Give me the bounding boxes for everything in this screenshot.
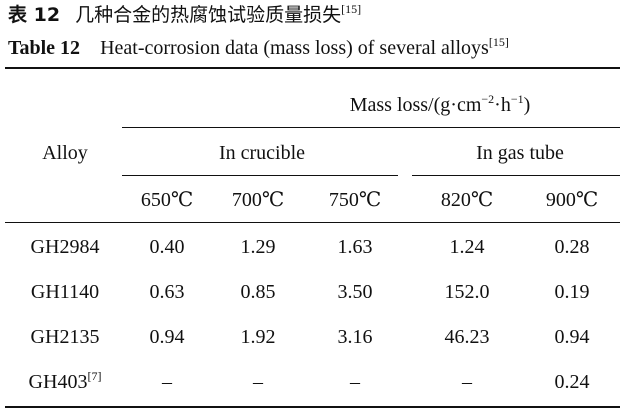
value-cell: 0.24 [554, 371, 590, 393]
value-cell: 0.28 [554, 236, 590, 258]
caption-cn-ref: [15] [341, 2, 362, 16]
value-cell: 0.63 [149, 281, 185, 303]
top-rule [5, 67, 620, 69]
temp-820: 820℃ [440, 189, 494, 211]
value-cell: 0.85 [240, 281, 276, 303]
value-cell: – [350, 371, 360, 393]
caption-en-ref: [15] [488, 35, 509, 49]
value-cell: 0.94 [149, 326, 185, 348]
alloy-name: GH1140 [30, 281, 100, 303]
temp-900: 900℃ [545, 189, 599, 211]
caption-en: Table 12 Heat-corrosion data (mass loss)… [8, 36, 509, 60]
alloy-name: GH2135 [30, 326, 100, 348]
gas-tube-rule [412, 175, 620, 176]
caption-cn-text: 几种合金的热腐蚀试验质量损失 [75, 4, 342, 26]
alloy-cell: GH403[7] [29, 370, 102, 394]
mass-loss-end: ) [523, 94, 531, 116]
caption-cn: 表 12 几种合金的热腐蚀试验质量损失[15] [8, 3, 361, 27]
value-cell: 1.92 [240, 326, 276, 348]
alloy-cell: GH1140 [31, 280, 99, 304]
temp-700: 700℃ [231, 189, 285, 211]
value-cell: – [462, 371, 472, 393]
header-rule [5, 222, 620, 223]
mass-loss-mid: ·h [494, 94, 511, 116]
mass-loss-exp1: −2 [481, 92, 495, 106]
value-cell: 0.19 [554, 281, 590, 303]
value-cell: 1.24 [449, 236, 485, 258]
alloy-cell: GH2984 [31, 235, 100, 259]
alloy-name: GH403 [28, 371, 88, 393]
mass-loss-text: Mass loss/(g·cm [349, 94, 482, 116]
alloy-ref: [7] [87, 369, 102, 383]
value-cell: 1.29 [240, 236, 276, 258]
caption-en-text: Heat-corrosion data (mass loss) of sever… [100, 37, 489, 59]
caption-en-label: Table 12 [8, 37, 81, 59]
mass-loss-rule [122, 127, 620, 128]
value-cell: 152.0 [444, 281, 490, 303]
value-cell: 0.40 [149, 236, 185, 258]
value-cell: 1.63 [337, 236, 373, 258]
temp-750: 750℃ [328, 189, 382, 211]
caption-cn-label: 表 12 [8, 4, 61, 26]
value-cell: 46.23 [444, 326, 490, 348]
group-in-gas-tube: In gas tube [476, 142, 564, 164]
alloy-name: GH2984 [30, 236, 100, 258]
value-cell: – [253, 371, 263, 393]
value-cell: – [162, 371, 172, 393]
bottom-rule [5, 406, 620, 408]
alloy-header: Alloy [42, 142, 88, 164]
value-cell: 3.16 [337, 326, 373, 348]
crucible-rule [122, 175, 398, 176]
mass-loss-exp2: −1 [510, 92, 524, 106]
value-cell: 3.50 [337, 281, 373, 303]
alloy-cell: GH2135 [31, 325, 100, 349]
value-cell: 0.94 [554, 326, 590, 348]
temp-650: 650℃ [140, 189, 194, 211]
group-in-crucible: In crucible [218, 142, 306, 164]
mass-loss-header: Mass loss/(g·cm−2·h−1) [350, 93, 531, 117]
